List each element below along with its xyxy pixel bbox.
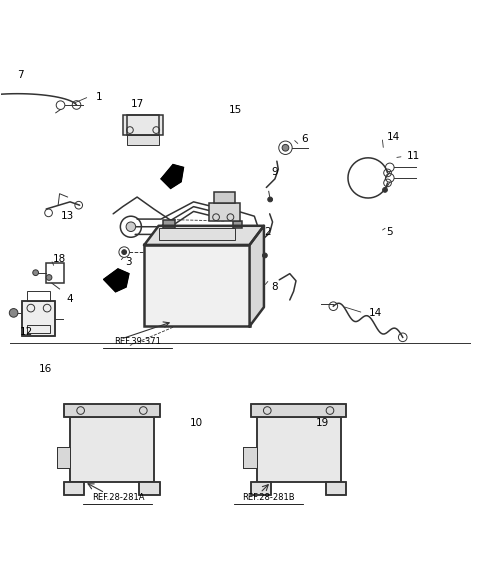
- Text: 9: 9: [271, 167, 278, 177]
- Circle shape: [33, 270, 38, 275]
- Circle shape: [46, 275, 52, 281]
- Bar: [144, 245, 250, 326]
- Text: 14: 14: [368, 308, 382, 318]
- Bar: [70, 417, 154, 482]
- Text: 1: 1: [96, 92, 102, 101]
- Bar: [64, 482, 84, 495]
- Bar: [158, 228, 235, 240]
- Bar: [46, 263, 64, 283]
- Bar: [233, 221, 242, 228]
- Bar: [64, 482, 84, 495]
- Bar: [57, 447, 70, 468]
- Circle shape: [9, 309, 18, 317]
- Text: 8: 8: [271, 282, 278, 291]
- Text: 11: 11: [407, 151, 420, 161]
- Text: 10: 10: [190, 418, 203, 428]
- Circle shape: [268, 197, 273, 202]
- Bar: [251, 404, 346, 417]
- Polygon shape: [144, 226, 264, 245]
- Text: REF.39-371: REF.39-371: [114, 337, 160, 346]
- Bar: [243, 447, 257, 468]
- Text: 3: 3: [126, 257, 132, 267]
- Text: 17: 17: [131, 98, 144, 109]
- Bar: [214, 192, 235, 203]
- Bar: [209, 203, 240, 221]
- Polygon shape: [161, 165, 183, 188]
- Circle shape: [263, 253, 267, 258]
- Text: 18: 18: [52, 254, 66, 264]
- Text: 13: 13: [61, 211, 74, 221]
- Bar: [257, 417, 340, 482]
- Text: REF.28-281B: REF.28-281B: [242, 493, 295, 502]
- Polygon shape: [104, 269, 129, 292]
- Circle shape: [282, 145, 289, 151]
- Bar: [257, 417, 340, 482]
- Text: 15: 15: [228, 105, 242, 115]
- Bar: [70, 417, 154, 482]
- Bar: [140, 482, 159, 495]
- Bar: [127, 115, 159, 135]
- Text: REF.28-281A: REF.28-281A: [92, 493, 144, 502]
- Text: 5: 5: [386, 226, 393, 237]
- Text: 16: 16: [38, 365, 52, 374]
- Polygon shape: [250, 226, 264, 326]
- Text: 4: 4: [67, 294, 73, 304]
- Bar: [27, 325, 50, 334]
- Bar: [27, 291, 50, 301]
- Text: 2: 2: [264, 227, 271, 237]
- Text: 7: 7: [17, 70, 24, 81]
- Bar: [326, 482, 346, 495]
- Bar: [64, 404, 159, 417]
- Bar: [251, 482, 271, 495]
- Bar: [140, 482, 159, 495]
- Bar: [326, 482, 346, 495]
- Bar: [57, 447, 70, 468]
- Circle shape: [383, 188, 387, 192]
- Text: 19: 19: [316, 418, 329, 428]
- Circle shape: [122, 250, 127, 255]
- Bar: [127, 135, 159, 145]
- Bar: [22, 301, 55, 336]
- Bar: [64, 404, 159, 417]
- Bar: [123, 115, 163, 135]
- Text: 12: 12: [19, 327, 33, 337]
- Bar: [251, 404, 346, 417]
- Bar: [163, 219, 175, 228]
- Circle shape: [126, 222, 136, 232]
- Bar: [22, 301, 55, 336]
- Text: 14: 14: [386, 132, 400, 142]
- Text: 6: 6: [301, 134, 308, 143]
- Bar: [243, 447, 257, 468]
- Bar: [251, 482, 271, 495]
